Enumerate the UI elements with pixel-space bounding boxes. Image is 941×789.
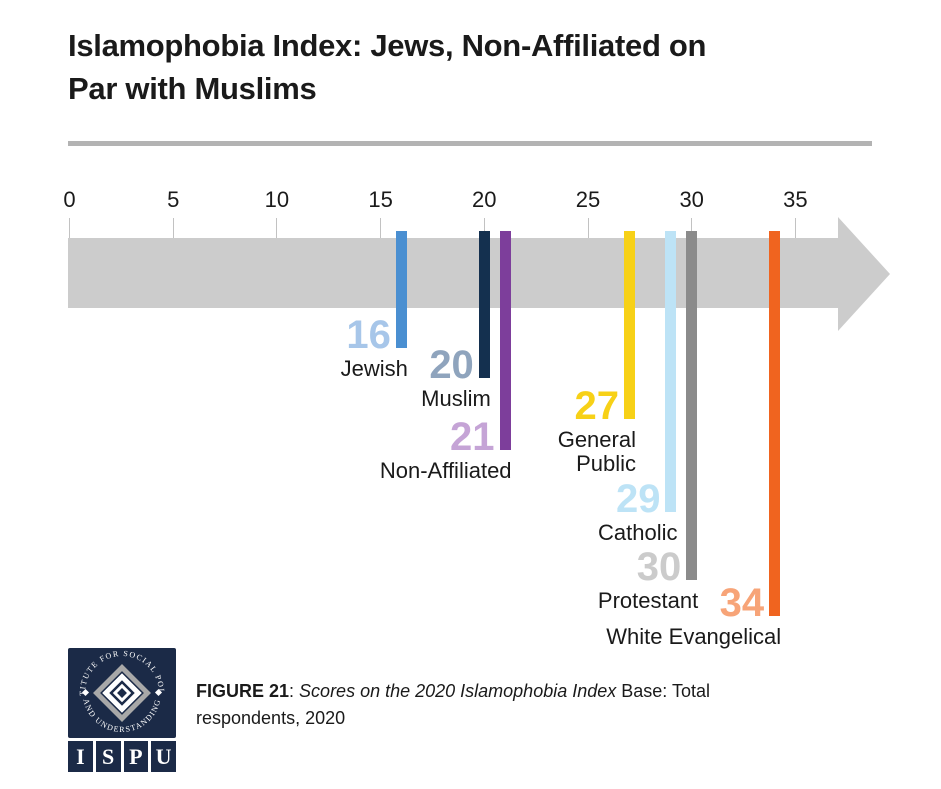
value-label: 20 — [429, 343, 474, 387]
category-label: General Public — [557, 427, 636, 476]
logo-diamond-icon — [93, 664, 151, 722]
axis-tick-mark — [69, 218, 70, 238]
figure-caption: FIGURE 21: Scores on the 2020 Islamophob… — [196, 678, 816, 732]
axis-tick-label: 10 — [264, 187, 290, 212]
axis-tick-mark — [380, 218, 382, 238]
value-label: 34 — [719, 581, 765, 625]
ispu-seal-icon: INSTITUTE FOR SOCIAL POLICY AND UNDERSTA… — [64, 641, 176, 738]
figure-number: FIGURE 21 — [196, 681, 290, 701]
category-label: White Evangelical — [606, 624, 782, 649]
axis-tick-label: 35 — [783, 187, 808, 212]
bar-general-public — [623, 231, 635, 419]
axis-tick-label: 25 — [575, 187, 601, 212]
caption-rest-text: Base: Total respondents, 2020 — [196, 681, 710, 728]
bar-protestant — [686, 231, 698, 580]
page-title: Islamophobia Index: Jews, Non-Affiliated… — [68, 28, 707, 106]
value-label: 16 — [346, 313, 391, 357]
value-label: 21 — [450, 415, 495, 459]
logo-letter-u: U — [151, 741, 176, 772]
axis-tick-mark — [794, 218, 796, 238]
value-label: 29 — [615, 477, 661, 521]
category-label: Jewish — [340, 356, 408, 381]
divider-rule — [68, 141, 872, 146]
category-label: Catholic — [597, 520, 678, 545]
axis-tick-mark — [483, 218, 485, 238]
axis-tick-mark — [587, 218, 589, 238]
axis-tick-label: 20 — [472, 187, 497, 212]
axis-tick-label: 30 — [679, 187, 704, 212]
bar-catholic — [665, 231, 677, 512]
category-label: Non-Affiliated — [379, 458, 512, 483]
bar-white-evangelical — [769, 231, 781, 616]
value-label: 27 — [574, 384, 619, 428]
axis-tick-mark — [172, 218, 174, 238]
value-label: 30 — [636, 545, 682, 589]
category-label: Protestant — [597, 588, 699, 613]
bar-jewish — [395, 231, 407, 348]
logo-letter-i: I — [68, 741, 93, 772]
bar-muslim — [478, 231, 490, 378]
axis-tick-label: 5 — [167, 187, 180, 212]
ispu-logo: INSTITUTE FOR SOCIAL POLICY AND UNDERSTA… — [64, 641, 176, 772]
caption-separator: : — [289, 681, 300, 701]
axis-tick-mark — [276, 218, 278, 238]
category-label: Muslim — [421, 386, 491, 411]
bar-non-affiliated — [499, 231, 511, 450]
axis-tick-mark — [691, 218, 693, 238]
axis-tick-label: 15 — [368, 187, 393, 212]
caption-italic-text: Scores on the 2020 Islamophobia Index — [299, 681, 617, 701]
logo-letter-s: S — [95, 741, 121, 772]
axis-tick-label: 0 — [63, 187, 76, 212]
logo-letter-p: P — [123, 741, 149, 772]
